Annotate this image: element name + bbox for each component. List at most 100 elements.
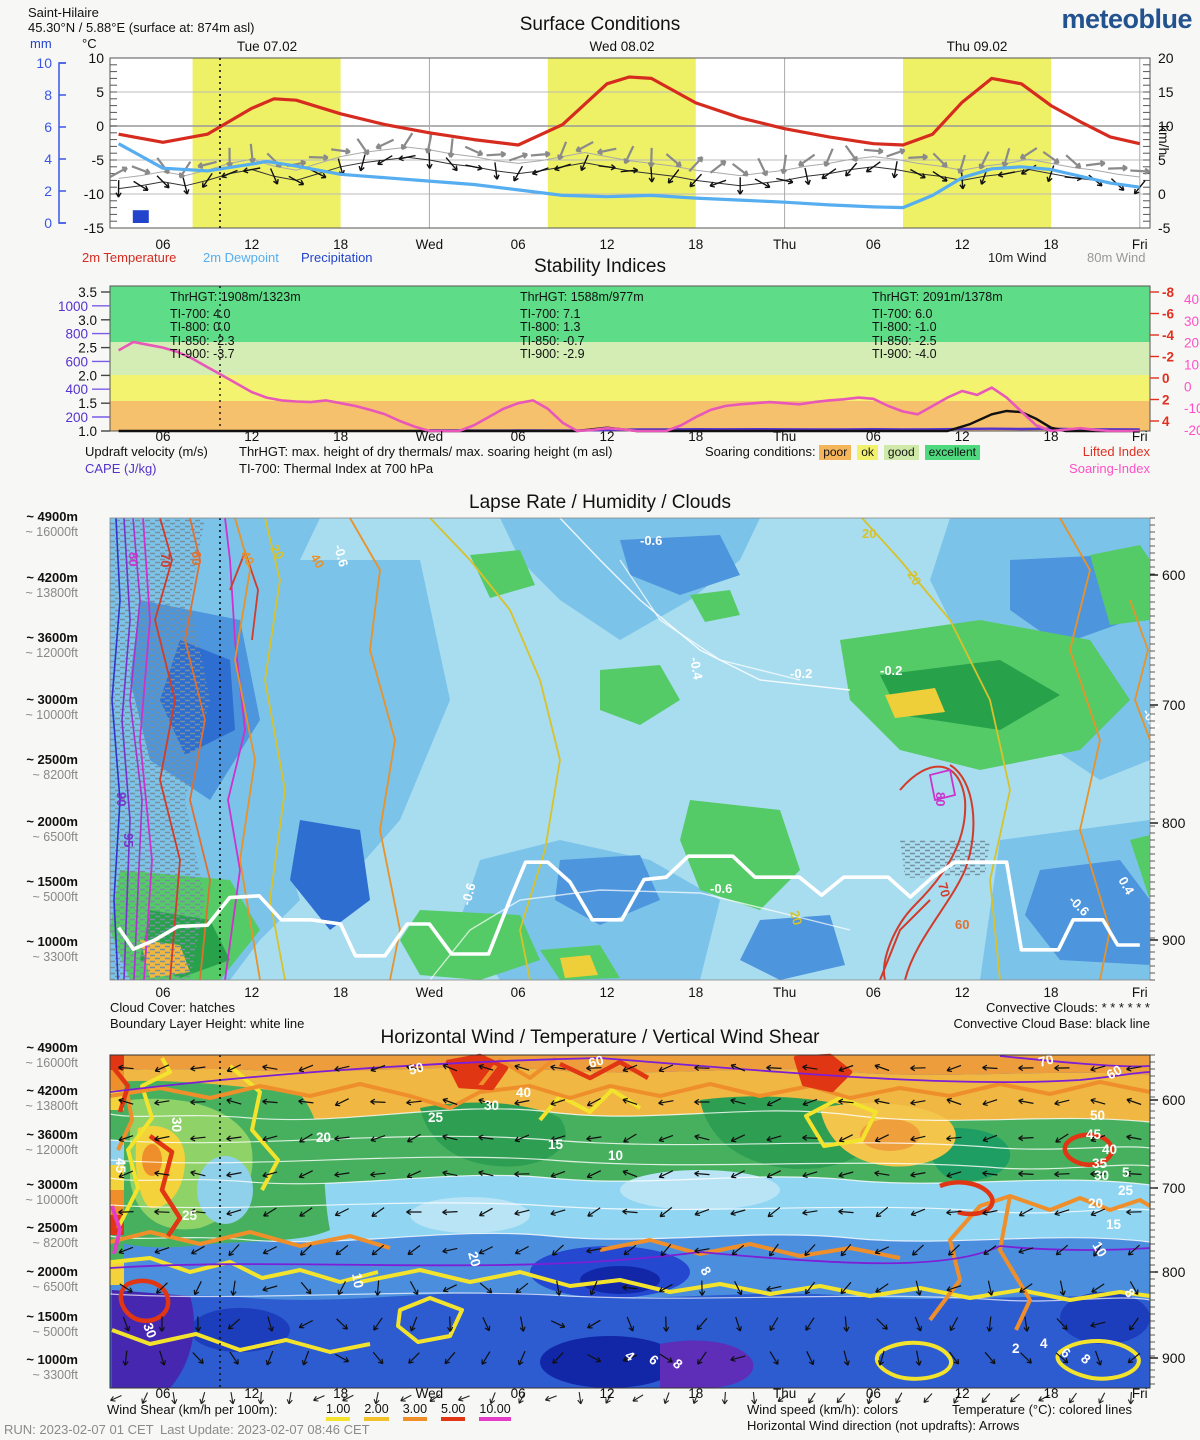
- wind-arrow: [1085, 159, 1106, 167]
- wind-arrow: [575, 141, 594, 153]
- wind-speed-label: 20: [316, 1130, 331, 1145]
- wind-arrow: [1042, 151, 1060, 164]
- wind-arrow: [513, 165, 524, 182]
- wind-arrow: [154, 1170, 170, 1177]
- wind-arrow: [409, 1316, 418, 1332]
- wind-arrow: [226, 1064, 242, 1073]
- shear-10: 10.00: [479, 1402, 511, 1421]
- wind-speed-label: 25: [428, 1110, 444, 1125]
- wind-arrow: [982, 1209, 998, 1216]
- wind-arrow: [199, 1392, 206, 1405]
- wind-arrow: [226, 1135, 242, 1142]
- soaring-index-tick-label: -20: [1184, 423, 1200, 438]
- ti850-value: TI-850: -2.5: [872, 333, 937, 348]
- wind-arrow: [908, 153, 928, 161]
- wind-arrow: [514, 1134, 530, 1143]
- legend-lifted-index: Lifted Index: [1082, 444, 1150, 459]
- wind-arrow: [946, 1171, 962, 1178]
- wind-arrow: [886, 148, 906, 158]
- wind-arrow: [802, 1064, 818, 1071]
- wind-speed-label: 10: [608, 1148, 623, 1163]
- wind-arrow: [692, 1392, 699, 1405]
- ti700-value: TI-700: 4.0: [170, 306, 231, 321]
- wind-arrow: [118, 1098, 134, 1105]
- wind-arrow: [229, 1392, 236, 1405]
- wind-arrow: [331, 147, 351, 155]
- wind-arrow: [227, 1318, 240, 1330]
- wind-arrow: [444, 1351, 456, 1365]
- altitude-ft-label: ~ 13800ft: [26, 1099, 79, 1113]
- wind-arrow: [622, 1097, 638, 1105]
- time-tick-label: Wed: [416, 1386, 444, 1401]
- surface-conditions-plot: [58, 57, 1151, 229]
- time-tick-label: 18: [688, 985, 703, 1000]
- wind-arrow: [118, 1170, 134, 1179]
- altitude-m-label: ~ 3000m: [26, 1177, 78, 1192]
- wind-arrow: [519, 1316, 526, 1332]
- time-tick-label: 18: [1043, 985, 1058, 1000]
- wind-arrow: [335, 1353, 350, 1363]
- wind-arrow: [623, 145, 635, 165]
- wind-arrow: [514, 1064, 530, 1071]
- ti800-value: TI-800: 0.0: [170, 320, 231, 334]
- wind-arrow: [131, 165, 151, 175]
- wind-arrow: [517, 1350, 526, 1366]
- wind-arrow: [843, 1350, 850, 1366]
- wind-arrow: [632, 1394, 644, 1402]
- cape-tick-label: 600: [65, 354, 88, 369]
- lifted-index-tick-label: 4: [1162, 414, 1170, 429]
- wind-arrow: [659, 1206, 673, 1218]
- wind-arrow: [688, 156, 704, 172]
- altitude-ft-label: ~ 5000ft: [32, 890, 78, 904]
- wind-arrow: [696, 1317, 708, 1331]
- wind-arrow: [1127, 1352, 1141, 1364]
- wind-arrow: [598, 164, 616, 171]
- contour-label: 20: [862, 526, 876, 541]
- wind-arrow: [299, 1133, 313, 1143]
- wind-arrow: [596, 147, 617, 156]
- altitude-ft-label: ~ 13800ft: [26, 586, 79, 600]
- wind-speed-label: 50: [407, 1060, 425, 1078]
- day-label-thu: Thu 09.02: [946, 39, 1008, 54]
- wind-arrow: [109, 166, 128, 178]
- celsius-tick-label: -5: [92, 152, 105, 168]
- wind-arrow: [658, 1170, 674, 1179]
- time-tick-label: 06: [155, 985, 170, 1000]
- wind-arrow: [190, 1099, 206, 1106]
- cape-tick-label: 400: [65, 382, 88, 397]
- wind-arrow: [910, 1171, 926, 1178]
- wind-arrow: [409, 1281, 419, 1296]
- wind-arrow: [586, 1135, 602, 1142]
- time-tick-label: 12: [955, 985, 970, 1000]
- wind-arrow: [478, 1134, 494, 1141]
- thrhgt-value: ThrHGT: 1588m/977m: [520, 290, 644, 304]
- wind-arrow: [407, 1245, 421, 1256]
- wind-arrow: [730, 1134, 746, 1143]
- wind-arrow: [1009, 1393, 1020, 1403]
- wind-arrow: [1090, 1321, 1106, 1328]
- wind-arrow: [358, 154, 366, 172]
- wind-arrow: [1126, 1170, 1142, 1177]
- wind-arrow: [226, 1209, 242, 1216]
- wind-section-overlays: 7060504540353025201510830452530202530401…: [109, 1052, 1151, 1405]
- stability-block-thu: ThrHGT: 2091m/1378m TI-700: 6.0 TI-800: …: [872, 291, 1003, 362]
- wind-arrow: [1090, 1208, 1106, 1217]
- soaring-index-tick-label: 20: [1184, 336, 1199, 351]
- mm-tick-label: 8: [44, 87, 52, 103]
- contour-label: 20: [787, 909, 805, 927]
- wind-arrow: [1054, 1209, 1070, 1216]
- wind-arrow: [1023, 1316, 1030, 1332]
- wind-arrow: [622, 1354, 638, 1363]
- ti900-value: TI-900: -3.7: [170, 347, 235, 361]
- wind-arrow: [838, 1098, 854, 1105]
- wind-arrow: [766, 1098, 781, 1107]
- wind-arrow: [659, 1353, 673, 1363]
- wind-arrow: [370, 1135, 386, 1143]
- lapse-rate-plot: [110, 517, 1151, 981]
- wind-arrow: [987, 1280, 994, 1296]
- panel3-title: Lapse Rate / Humidity / Clouds: [469, 492, 731, 513]
- cape-tick-label: 200: [65, 410, 88, 425]
- wind-arrow: [481, 1351, 491, 1365]
- wind-arrow: [334, 1098, 349, 1107]
- stability-indices-plot: 3.53.02.52.01.51.01000800600400200-8-6-4…: [58, 285, 1200, 439]
